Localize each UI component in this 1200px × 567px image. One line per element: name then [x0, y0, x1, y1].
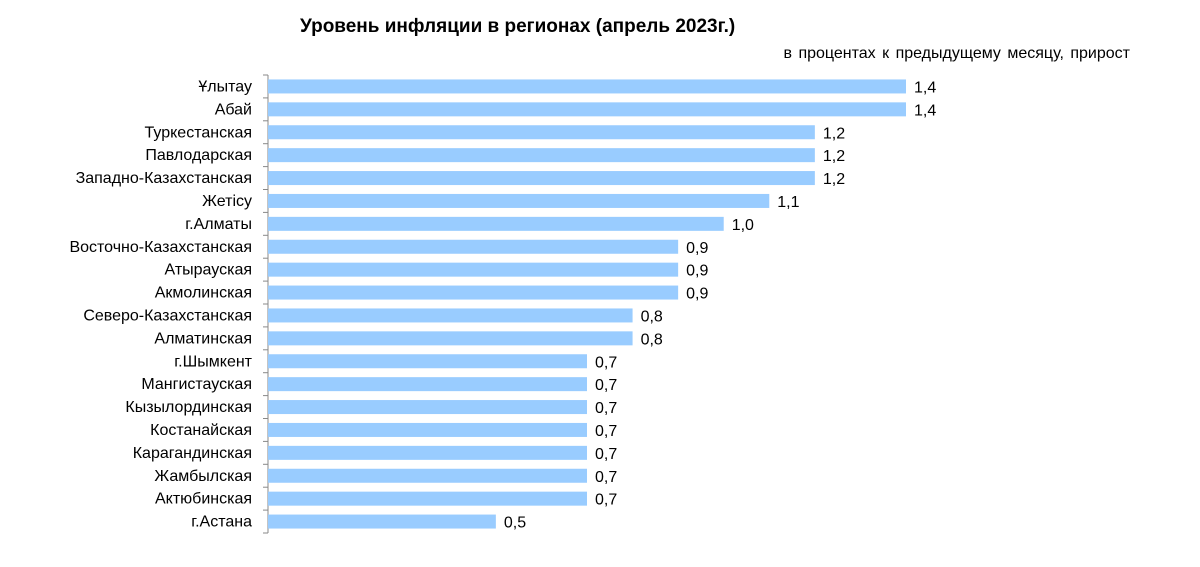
category-label: Алматинская — [154, 330, 252, 347]
bar — [268, 331, 633, 346]
category-label: Западно-Казахстанская — [76, 170, 252, 187]
bar — [268, 125, 815, 140]
bar — [268, 262, 679, 277]
category-label: Восточно-Казахстанская — [69, 239, 252, 256]
data-label: 1,4 — [914, 102, 936, 119]
data-label: 0,7 — [595, 354, 617, 371]
data-label: 1,1 — [777, 194, 799, 211]
data-label: 1,2 — [823, 148, 845, 165]
bar — [268, 79, 906, 94]
data-label: 0,9 — [686, 263, 708, 280]
data-label: 0,7 — [595, 446, 617, 463]
data-label: 0,7 — [595, 377, 617, 394]
bar — [268, 514, 496, 529]
data-label: 0,7 — [595, 469, 617, 486]
bar — [268, 148, 815, 163]
data-label: 0,8 — [641, 308, 663, 325]
category-label: Акмолинская — [155, 285, 252, 302]
bar — [268, 285, 679, 300]
bar — [268, 445, 587, 460]
data-label: 1,4 — [914, 79, 936, 96]
bar — [268, 171, 815, 186]
category-label: Северо-Казахстанская — [83, 307, 252, 324]
data-label: 1,0 — [732, 217, 754, 234]
category-label: Карагандинская — [133, 445, 252, 462]
category-label: Атырауская — [165, 262, 253, 279]
bar — [268, 193, 770, 208]
data-label: 1,2 — [823, 125, 845, 142]
bar — [268, 400, 587, 415]
bar — [268, 102, 906, 117]
data-label: 0,7 — [595, 400, 617, 417]
category-label: Туркестанская — [145, 124, 252, 141]
chart-title: Уровень инфляции в регионах (апрель 2023… — [300, 16, 736, 37]
category-label: Жамбылская — [154, 468, 252, 485]
data-label: 0,9 — [686, 286, 708, 303]
bar — [268, 216, 724, 231]
category-label: г.Алматы — [185, 216, 252, 233]
category-label: Жетісу — [202, 193, 252, 210]
category-label: Абай — [215, 101, 252, 118]
data-label: 0,9 — [686, 240, 708, 257]
bar — [268, 468, 587, 483]
category-label: Павлодарская — [145, 147, 252, 164]
category-label: г.Астана — [191, 514, 252, 531]
chart-subtitle: в процентах к предыдущему месяцу, прирос… — [783, 45, 1131, 62]
data-label: 0,7 — [595, 492, 617, 509]
category-label: Ұлытау — [198, 78, 252, 95]
bar — [268, 422, 587, 437]
data-label: 0,8 — [641, 331, 663, 348]
bar — [268, 377, 587, 392]
category-label: Мангистауская — [141, 376, 252, 393]
data-label: 0,5 — [504, 515, 526, 532]
bar — [268, 239, 679, 254]
category-label: Кызылординская — [125, 399, 252, 416]
bar — [268, 308, 633, 323]
category-label: Костанайская — [150, 422, 252, 439]
bar — [268, 491, 587, 506]
category-label: Актюбинская — [155, 491, 252, 508]
data-label: 0,7 — [595, 423, 617, 440]
data-label: 1,2 — [823, 171, 845, 188]
category-label: г.Шымкент — [174, 353, 252, 370]
bar — [268, 354, 587, 369]
